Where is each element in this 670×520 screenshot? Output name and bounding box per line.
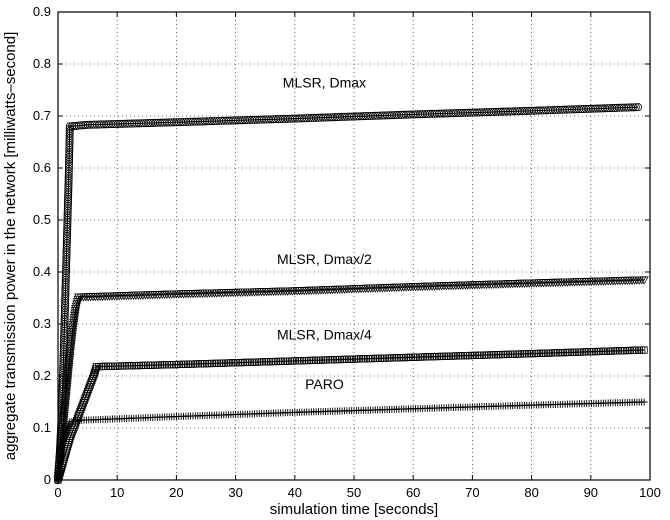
data-point: [64, 354, 75, 363]
x-tick-label: 100: [639, 485, 661, 500]
data-point: [70, 122, 79, 131]
data-point: [66, 337, 77, 346]
data-point: [76, 121, 85, 130]
series-4: [54, 398, 648, 484]
data-point: [67, 328, 78, 337]
y-axis-label: aggregate transmission power in the netw…: [2, 32, 19, 461]
x-tick-label: 10: [110, 485, 124, 500]
data-point: [65, 122, 74, 131]
data-point: [72, 121, 81, 130]
y-tick-label: 0: [44, 472, 51, 487]
data-point: [65, 351, 75, 361]
data-point: [70, 309, 80, 318]
data-point: [640, 398, 648, 406]
x-axis-label: simulation time [seconds]: [270, 501, 438, 518]
series-label: PARO: [305, 376, 344, 392]
y-tick-label: 0.1: [33, 420, 51, 435]
data-point: [91, 368, 99, 376]
plot-frame: [57, 11, 651, 481]
y-tick-label: 0.6: [33, 160, 51, 175]
x-tick-label: 80: [524, 485, 538, 500]
series-layer: [53, 103, 649, 485]
data-point: [89, 374, 97, 382]
data-point: [65, 124, 74, 133]
data-point: [68, 323, 78, 332]
series-label: MLSR, Dmax: [283, 74, 366, 90]
series-markers: [54, 346, 648, 484]
y-tick-label: 0.3: [33, 316, 51, 331]
data-point: [69, 314, 80, 323]
x-tick-label: 60: [406, 485, 420, 500]
data-point: [64, 356, 75, 365]
data-point: [89, 372, 98, 380]
data-point: [79, 121, 88, 130]
series-line: [57, 349, 645, 481]
series-labels: MLSR, Dmax MLSR, Dmax/2 MLSR, Dmax/4 PARO: [277, 74, 372, 392]
y-tick-label: 0.5: [33, 212, 51, 227]
data-point: [69, 318, 79, 328]
x-tick-label: 90: [584, 485, 598, 500]
series-markers: [54, 398, 648, 484]
data-point: [67, 330, 77, 339]
data-point: [67, 332, 77, 342]
x-tick-label: 70: [465, 485, 479, 500]
data-point: [69, 316, 79, 325]
data-point: [65, 127, 74, 136]
data-point: [65, 347, 76, 356]
data-point: [634, 103, 643, 112]
data-point: [629, 103, 638, 112]
x-tick-label: 20: [169, 485, 183, 500]
data-point: [640, 346, 648, 354]
y-tick-label: 0.7: [33, 108, 51, 123]
data-point: [68, 321, 79, 330]
series-label: MLSR, Dmax/2: [277, 251, 372, 267]
y-tick-label: 0.9: [33, 4, 51, 19]
data-point: [66, 342, 76, 351]
x-tick-label: 40: [288, 485, 302, 500]
data-point: [631, 103, 640, 112]
data-point: [66, 339, 76, 349]
series-3: [54, 346, 648, 484]
series-label: MLSR, Dmax/4: [277, 327, 372, 343]
x-tick-label: 30: [228, 485, 242, 500]
y-tick-label: 0.8: [33, 56, 51, 71]
data-point: [68, 325, 78, 335]
y-tick-label: 0.4: [33, 264, 51, 279]
data-point: [639, 276, 649, 285]
x-tick-label: 0: [54, 485, 61, 500]
data-point: [65, 349, 75, 358]
ticks: 0 10 20 30 40 50 60 70 80 90 100 0 0.1 0.2 0.3 0.4 0.5 0.…: [33, 4, 661, 500]
x-tick-label: 50: [347, 485, 361, 500]
data-point: [65, 344, 76, 353]
data-point: [74, 121, 83, 130]
data-point: [70, 311, 80, 321]
data-point: [67, 335, 77, 344]
data-point: [68, 122, 77, 131]
y-tick-label: 0.2: [33, 368, 51, 383]
data-point: [90, 370, 98, 378]
